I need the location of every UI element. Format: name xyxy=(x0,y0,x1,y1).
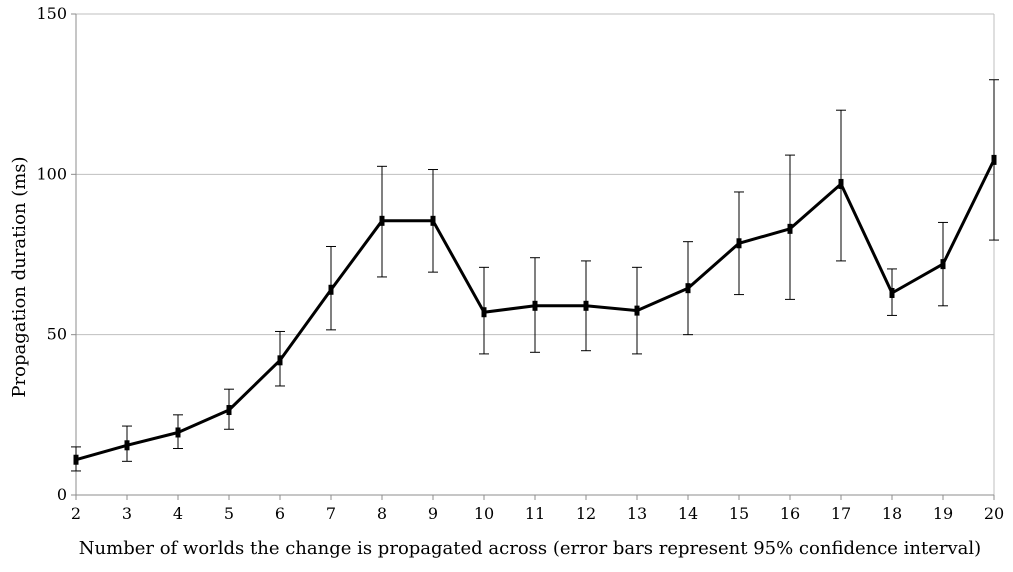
data-point-2 xyxy=(73,454,79,465)
data-point-13 xyxy=(634,305,640,316)
y-tick-label-100: 100 xyxy=(36,164,67,183)
x-tick-label-13: 13 xyxy=(627,504,647,523)
x-tick-label-8: 8 xyxy=(377,504,387,523)
y-tick-label-50: 50 xyxy=(47,325,67,344)
data-points xyxy=(73,154,997,465)
x-tick-label-6: 6 xyxy=(275,504,285,523)
x-tick-label-20: 20 xyxy=(984,504,1004,523)
data-point-8 xyxy=(379,215,385,226)
x-tick-labels: 2 3 4 5 6 7 8 9 10 11 12 13 14 15 16 17 18 19 20 xyxy=(71,504,1004,523)
x-tick-label-17: 17 xyxy=(831,504,851,523)
data-point-12 xyxy=(583,300,589,311)
x-tick-label-5: 5 xyxy=(224,504,234,523)
data-point-20 xyxy=(991,154,997,165)
x-tick-label-10: 10 xyxy=(474,504,494,523)
data-point-3 xyxy=(124,440,130,451)
data-point-9 xyxy=(430,215,436,226)
y-axis-title: Propagation duration (ms) xyxy=(9,156,30,397)
x-tick-label-15: 15 xyxy=(729,504,749,523)
x-tick-label-14: 14 xyxy=(678,504,698,523)
y-tick-labels: 0 50 100 150 xyxy=(36,4,67,504)
data-point-15 xyxy=(736,238,742,249)
error-bars xyxy=(71,79,999,472)
y-tick-label-150: 150 xyxy=(36,4,67,23)
data-point-19 xyxy=(940,259,946,270)
x-tick-label-16: 16 xyxy=(780,504,800,523)
data-point-18 xyxy=(889,287,895,298)
x-tick-label-19: 19 xyxy=(933,504,953,523)
data-point-7 xyxy=(328,284,334,295)
data-point-4 xyxy=(175,427,181,438)
data-point-16 xyxy=(787,223,793,234)
x-tick-label-12: 12 xyxy=(576,504,596,523)
data-point-10 xyxy=(481,307,487,318)
gridlines xyxy=(76,13,995,495)
data-point-6 xyxy=(277,355,283,366)
x-axis-title: Number of worlds the change is propagate… xyxy=(79,538,981,559)
data-point-14 xyxy=(685,283,691,294)
data-point-5 xyxy=(226,405,232,416)
x-tick-label-7: 7 xyxy=(326,504,336,523)
data-point-11 xyxy=(532,300,538,311)
x-tick-label-9: 9 xyxy=(428,504,438,523)
y-tick-label-0: 0 xyxy=(57,485,67,504)
x-tick-label-11: 11 xyxy=(525,504,545,523)
data-point-17 xyxy=(838,178,844,189)
x-tick-label-4: 4 xyxy=(173,504,183,523)
x-tick-label-18: 18 xyxy=(882,504,902,523)
x-tick-label-2: 2 xyxy=(71,504,81,523)
axes xyxy=(71,13,995,500)
x-tick-label-3: 3 xyxy=(122,504,132,523)
